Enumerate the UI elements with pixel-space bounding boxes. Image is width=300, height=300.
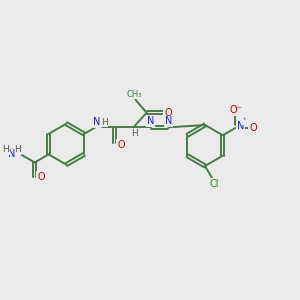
Text: O⁻: O⁻ [230, 105, 242, 116]
Text: N: N [165, 116, 172, 127]
Text: N: N [93, 117, 100, 127]
Text: H: H [131, 129, 138, 138]
Text: O: O [117, 140, 125, 150]
Text: CH₃: CH₃ [126, 90, 142, 99]
Text: N: N [8, 149, 16, 159]
Text: H: H [101, 118, 108, 127]
Text: O: O [37, 172, 45, 182]
Text: H: H [14, 146, 21, 154]
Text: N: N [237, 121, 244, 130]
Text: ⁺: ⁺ [243, 118, 247, 124]
Text: O: O [164, 108, 172, 118]
Text: N: N [147, 116, 155, 127]
Text: O: O [249, 123, 257, 133]
Text: H: H [2, 146, 9, 154]
Text: Cl: Cl [209, 179, 218, 189]
